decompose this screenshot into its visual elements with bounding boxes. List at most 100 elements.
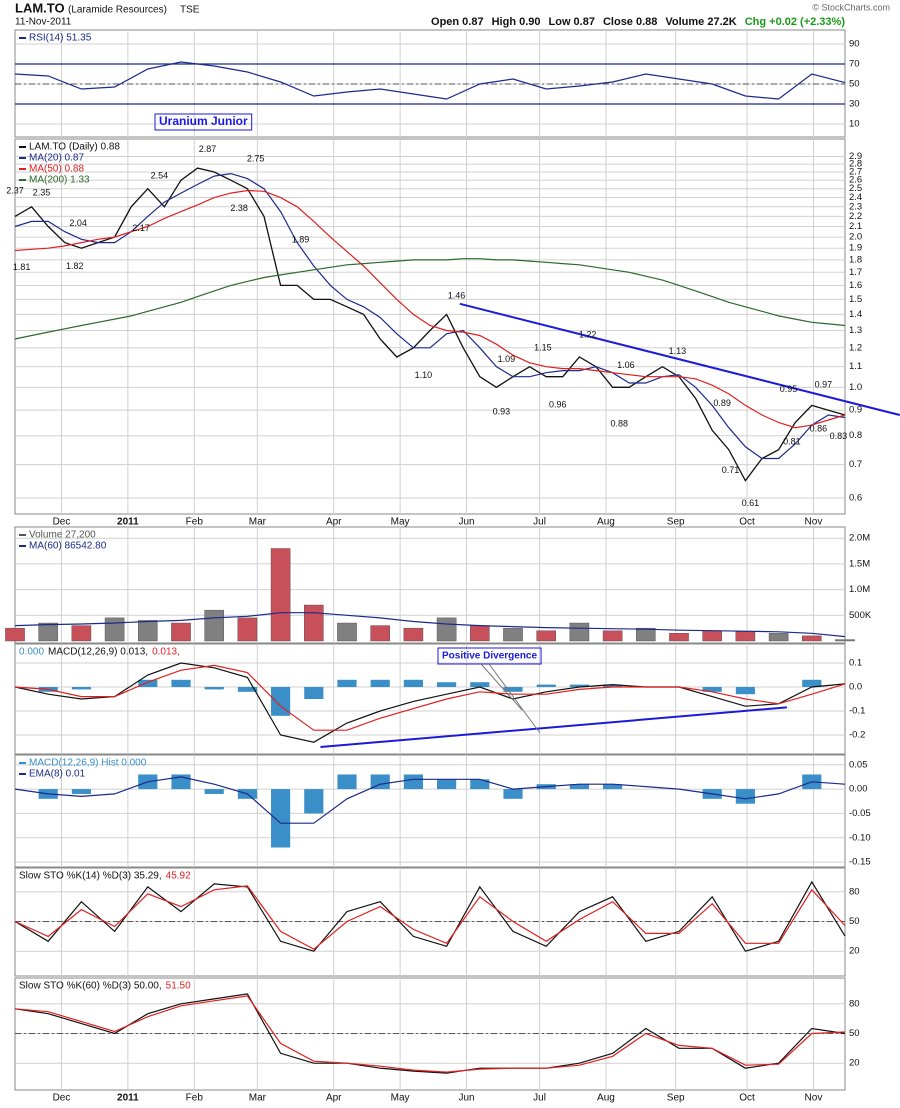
- y-tick-label: 1.4: [849, 309, 862, 320]
- legend-swatch: [19, 545, 26, 547]
- y-tick-label: 1.0M: [849, 584, 870, 595]
- series-line: [14, 880, 846, 952]
- y-tick-label: 0.6: [849, 493, 862, 504]
- bar: [270, 548, 291, 642]
- bar: [503, 789, 523, 799]
- stat: High 0.90: [492, 16, 541, 28]
- series-line: [14, 189, 846, 429]
- bar: [702, 687, 722, 692]
- y-tick-label: 2.5: [849, 183, 862, 194]
- bar: [237, 617, 258, 642]
- y-tick-label: -0.15: [849, 857, 871, 868]
- price-label: 2.35: [33, 188, 51, 198]
- y-tick-label: 0.8: [849, 430, 862, 441]
- price-label: 1.10: [415, 370, 433, 380]
- series-line: [14, 167, 846, 482]
- y-tick-label: 2.3: [849, 201, 862, 212]
- price-label: 0.95: [780, 384, 798, 394]
- y-tick-label: 0.0: [849, 682, 862, 693]
- y-tick-label: 2.7: [849, 167, 862, 178]
- y-tick-label: 0.1: [849, 658, 862, 669]
- legend-label: MACD(12,26,9) Hist 0.000: [29, 758, 147, 769]
- bar: [603, 784, 623, 790]
- note: Uranium Junior: [159, 114, 248, 128]
- x-tick-label: Feb: [186, 1093, 204, 1104]
- x-tick-label: Feb: [186, 517, 204, 528]
- x-tick-label: Oct: [739, 1093, 755, 1104]
- legend-swatch: [19, 146, 26, 148]
- bar: [470, 625, 490, 642]
- y-tick-label: 2.0M: [849, 533, 870, 544]
- y-tick-label: 2.0: [849, 232, 862, 243]
- y-tick-label: 2.4: [849, 192, 862, 203]
- price-label: 2.54: [151, 171, 169, 181]
- trend-line: [320, 706, 787, 748]
- x-tick-label: Apr: [326, 1093, 342, 1104]
- x-tick-label: Dec: [53, 1093, 71, 1104]
- legend-label: 0.013,: [152, 647, 180, 658]
- bar: [138, 620, 158, 642]
- series-line: [14, 995, 846, 1073]
- x-tick-label: Mar: [249, 517, 267, 528]
- legend-label: MACD(12,26,9) 0.013,: [48, 647, 148, 658]
- y-tick-label: 1.5: [849, 294, 862, 305]
- symbol: LAM.TO: [15, 0, 65, 15]
- y-tick-label: 1.3: [849, 325, 862, 336]
- y-tick-label: 0.9: [849, 405, 862, 416]
- x-tick-label: Sep: [667, 1093, 685, 1104]
- bar: [470, 779, 490, 790]
- legend-label: LAM.TO (Daily) 0.88: [29, 142, 120, 153]
- price-label: 1.82: [66, 261, 84, 271]
- exchange: TSE: [180, 5, 200, 16]
- bar: [437, 682, 457, 687]
- y-tick-label: 500K: [849, 610, 872, 621]
- price-label: 1.46: [448, 291, 466, 301]
- legend-swatch: [19, 762, 26, 764]
- x-tick-label: Oct: [739, 517, 755, 528]
- bar: [603, 684, 623, 687]
- bar: [403, 679, 423, 687]
- bar: [71, 687, 91, 690]
- y-tick-label: 1.5M: [849, 558, 870, 569]
- x-tick-label: May: [391, 1093, 410, 1104]
- legend-label: Volume 27,200: [29, 530, 96, 541]
- price-label: 1.09: [498, 354, 516, 364]
- bar: [802, 635, 822, 642]
- bar: [735, 789, 755, 804]
- price-label: 2.87: [199, 144, 217, 154]
- price-label: 0.96: [549, 400, 567, 410]
- bar: [702, 630, 722, 642]
- bar: [403, 774, 423, 790]
- series-line: [14, 612, 846, 638]
- bar: [370, 679, 390, 687]
- legend-swatch: [19, 157, 26, 159]
- y-tick-label: 2.9: [849, 151, 862, 162]
- y-tick-label: 70: [849, 59, 860, 70]
- bar: [237, 687, 257, 692]
- y-tick-label: 90: [849, 39, 860, 50]
- stat: Low 0.87: [549, 16, 595, 28]
- price-label: 0.86: [810, 423, 828, 433]
- bar: [768, 633, 789, 642]
- bar: [569, 784, 589, 790]
- y-tick-label: -0.10: [849, 832, 871, 843]
- x-tick-label: 2011: [117, 1093, 139, 1104]
- price-label: 0.93: [493, 406, 511, 416]
- price-label: 0.61: [742, 498, 760, 508]
- legend-label: MA(20) 0.87: [29, 153, 84, 164]
- legend-label: MA(60) 86542.80: [29, 541, 107, 552]
- x-tick-label: Jul: [533, 1093, 546, 1104]
- panel-frame: [14, 138, 846, 515]
- bar: [171, 622, 191, 642]
- y-tick-label: 1.0: [849, 382, 862, 393]
- bar: [470, 682, 490, 687]
- y-tick-label: 0.05: [849, 759, 868, 770]
- y-tick-label: 2.2: [849, 211, 862, 222]
- y-tick-label: 80: [849, 886, 860, 897]
- legend-swatch: [19, 37, 26, 39]
- series-line: [14, 61, 846, 100]
- bar: [271, 789, 291, 848]
- pointer: [488, 663, 541, 734]
- bar: [304, 687, 324, 699]
- bar: [569, 622, 590, 642]
